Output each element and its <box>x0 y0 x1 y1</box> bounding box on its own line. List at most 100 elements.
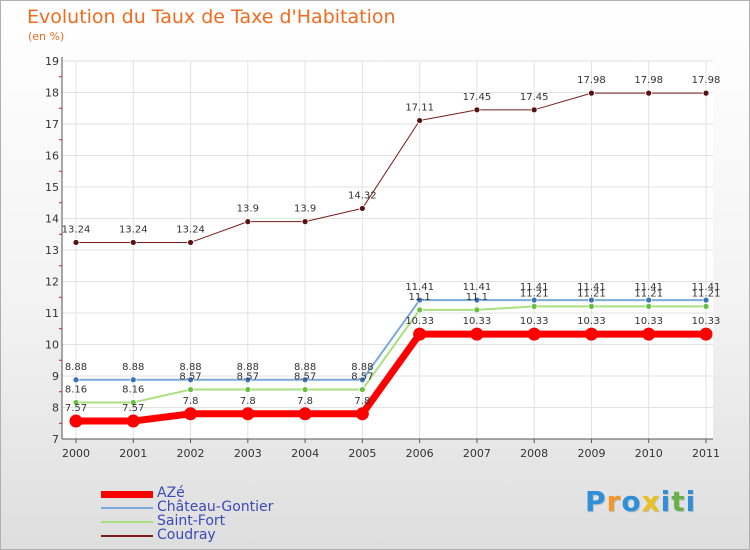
x-tick-label: 2009 <box>577 447 605 460</box>
data-label: 8.16 <box>122 384 144 395</box>
logo-letter: o <box>621 485 642 518</box>
data-point <box>72 399 80 406</box>
data-point <box>473 106 481 114</box>
data-point <box>645 89 653 97</box>
y-tick-label: 14 <box>45 213 59 226</box>
data-label: 11.21 <box>520 288 549 299</box>
data-label: 8.88 <box>65 362 87 373</box>
data-point <box>298 407 312 421</box>
data-point <box>530 106 538 114</box>
data-point <box>416 296 424 304</box>
chart-subtitle: (en %) <box>28 30 65 43</box>
legend-item: Coudray <box>101 527 361 543</box>
series-line-coudray <box>75 92 707 243</box>
data-label: 17.11 <box>405 103 434 114</box>
data-point <box>244 218 252 226</box>
y-tick-label: 9 <box>52 370 59 383</box>
x-tick-label: 2004 <box>291 447 319 460</box>
data-label: 11.41 <box>634 282 663 293</box>
data-label: 11.41 <box>463 282 492 293</box>
data-point <box>184 407 198 421</box>
logo-letter: r <box>606 485 622 518</box>
y-tick-label: 19 <box>45 55 59 68</box>
data-point <box>473 296 481 304</box>
y-tick-label: 17 <box>45 118 59 131</box>
data-label: 11.1 <box>466 292 488 303</box>
axes: 7 8 9 10 11 12 13 14 15 16 17 18 19 2000 2001 2002 2003 2… <box>45 55 720 460</box>
data-label: 17.98 <box>692 75 721 86</box>
legend-item: Saint-Fort <box>101 513 361 529</box>
data-point <box>241 407 255 421</box>
data-point <box>588 302 595 310</box>
data-point <box>355 407 369 421</box>
data-label: 11.21 <box>577 288 606 299</box>
data-label: 10.33 <box>463 316 492 327</box>
legend-item: AZé <box>101 485 361 501</box>
data-point <box>358 205 366 212</box>
data-point <box>187 239 194 246</box>
legend-swatch <box>101 507 153 509</box>
data-point <box>416 117 424 124</box>
x-tick-label: 2001 <box>119 447 147 460</box>
data-point <box>530 302 538 310</box>
data-label: 7.8 <box>297 396 313 407</box>
data-point <box>187 386 194 393</box>
logo-letter: i <box>660 485 672 518</box>
data-label: 8.57 <box>237 372 259 383</box>
data-label: 11.41 <box>692 282 721 293</box>
data-label: 13.24 <box>176 224 205 235</box>
legend-label: AZé <box>157 485 185 501</box>
data-label: 8.88 <box>351 362 373 373</box>
data-label: 11.1 <box>409 292 431 303</box>
x-tick-label: 2007 <box>463 447 491 460</box>
data-label: 11.21 <box>634 288 663 299</box>
data-label: 7.57 <box>122 403 144 414</box>
data-labels: 13.24 13.24 13.24 13.9 13.9 14.32 17.11 17.45 17… <box>62 75 721 414</box>
data-label: 8.88 <box>294 362 316 373</box>
data-point <box>702 302 710 310</box>
data-point <box>527 327 541 341</box>
proxiti-logo: Proxiti <box>585 485 696 518</box>
data-point <box>129 239 137 246</box>
logo-letter: i <box>685 485 697 518</box>
data-point <box>645 302 653 310</box>
x-tick-label: 2000 <box>62 447 90 460</box>
legend-swatch <box>101 535 153 537</box>
data-label: 8.57 <box>351 372 373 383</box>
logo-letter: t <box>671 485 686 518</box>
data-label: 17.45 <box>463 92 492 103</box>
legend-swatch <box>101 521 153 523</box>
data-point <box>702 89 710 97</box>
x-tick-label: 2005 <box>348 447 376 460</box>
x-tick-label: 2008 <box>520 447 548 460</box>
data-label: 10.33 <box>634 316 663 327</box>
data-point <box>642 327 656 341</box>
data-label: 10.33 <box>692 316 721 327</box>
y-tick-label: 11 <box>45 307 59 320</box>
data-label: 13.24 <box>119 224 148 235</box>
data-label: 13.9 <box>237 204 259 215</box>
data-label: 17.98 <box>634 75 663 86</box>
data-label: 17.45 <box>520 92 549 103</box>
y-tick-label: 8 <box>52 402 59 415</box>
y-tick-label: 7 <box>52 433 59 446</box>
data-label: 8.57 <box>179 372 201 383</box>
data-label: 7.57 <box>65 403 87 414</box>
data-point <box>473 306 481 314</box>
data-point <box>126 414 140 428</box>
y-tick-label: 10 <box>45 339 59 352</box>
data-label: 8.57 <box>294 372 316 383</box>
data-point <box>69 414 83 428</box>
series-line-az- <box>72 330 710 425</box>
data-label: 8.88 <box>179 362 201 373</box>
legend: AZé Château-Gontier Saint-Fort Coudray <box>101 485 361 543</box>
logo-letter: P <box>585 485 607 518</box>
y-tick-label: 16 <box>45 150 59 163</box>
y-tick-label: 13 <box>45 244 59 257</box>
data-point <box>470 327 484 341</box>
x-tick-label: 2003 <box>234 447 262 460</box>
y-tick-label: 18 <box>45 87 59 100</box>
data-point <box>699 327 713 341</box>
data-point <box>588 89 595 97</box>
